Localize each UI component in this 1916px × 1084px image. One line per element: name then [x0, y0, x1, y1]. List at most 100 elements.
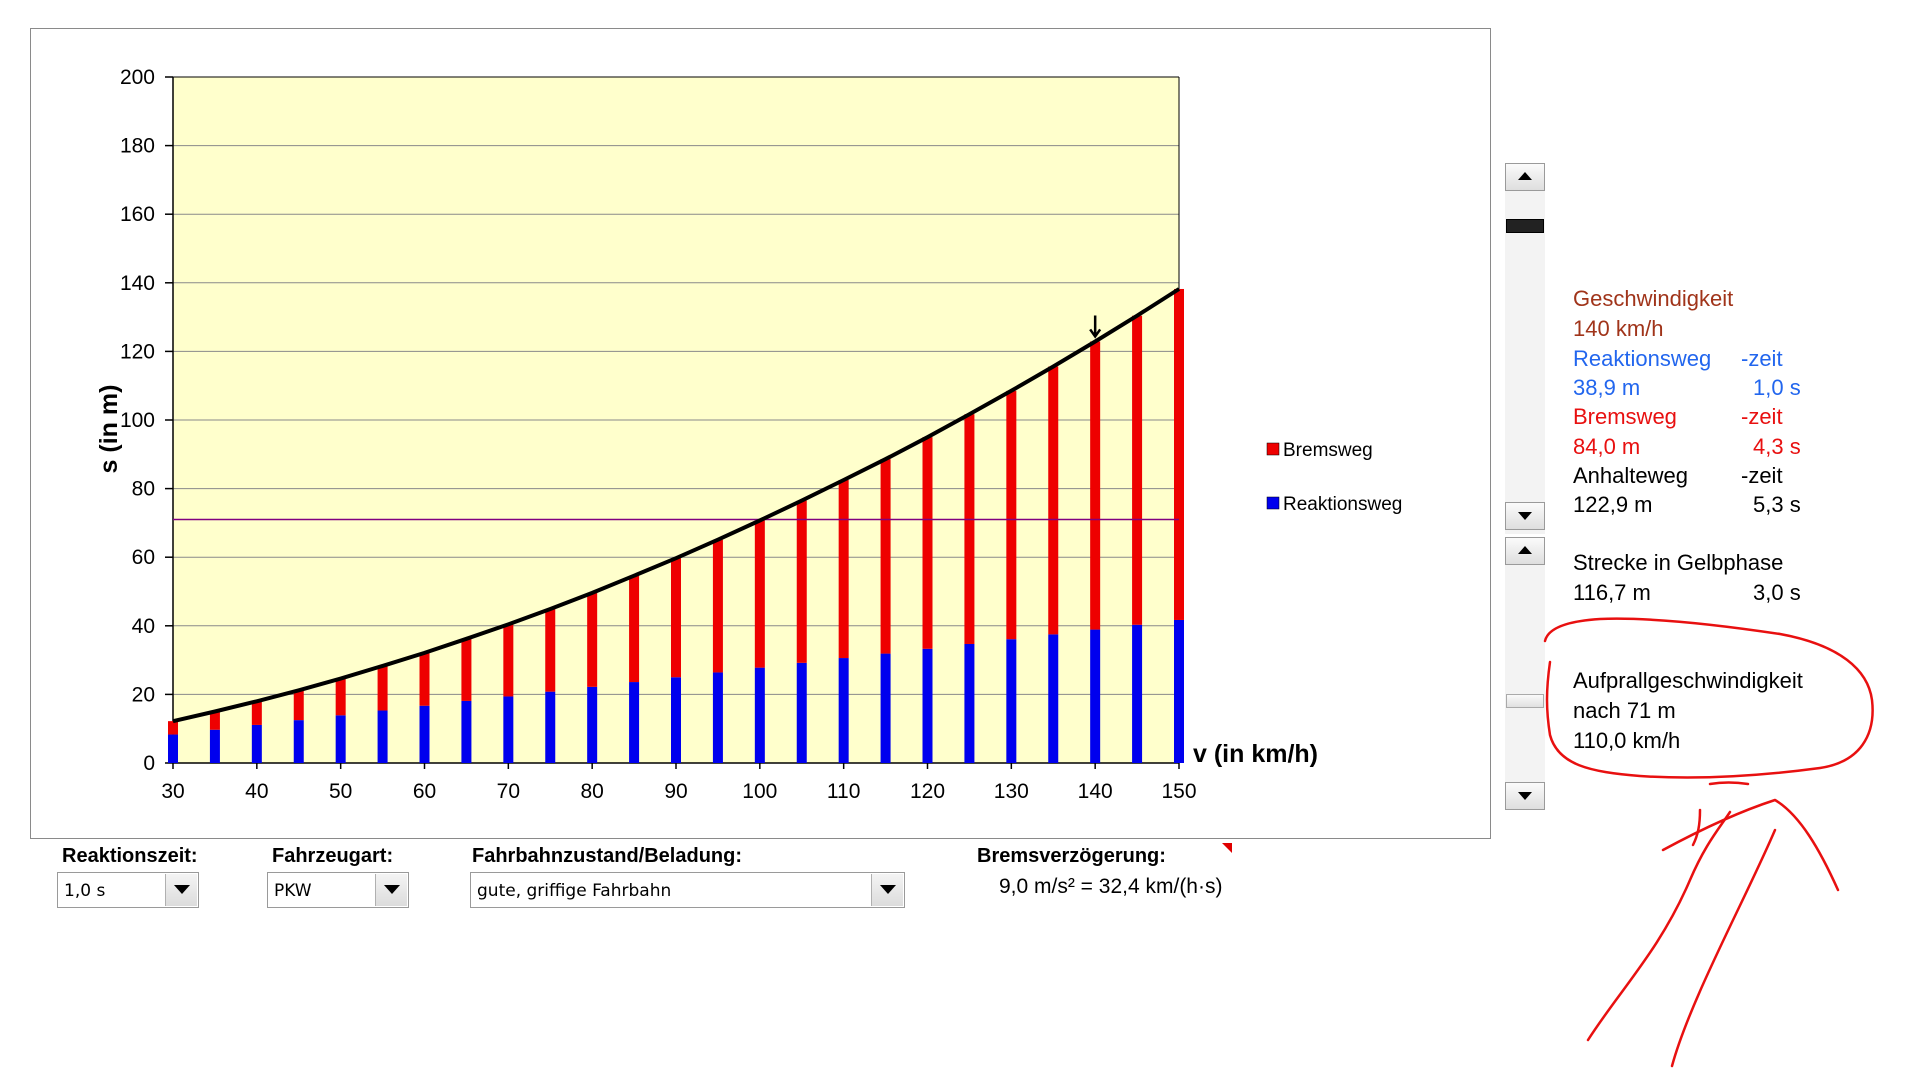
y-tick-label: 160 — [120, 203, 155, 226]
vehicle-dropdown[interactable]: PKW — [267, 872, 409, 908]
chart-area: 0 20 40 60 80 100 120 140 160 180 200 30 40 50 60 70 80 9… — [30, 28, 1491, 839]
distance-scroll-thumb[interactable] — [1506, 694, 1544, 708]
impact-speed-value: 110,0 km/h — [1573, 728, 1681, 753]
bar-bremsweg — [922, 437, 933, 649]
bar-reaktionsweg — [1048, 634, 1059, 763]
chevron-down-icon — [880, 885, 896, 894]
deceleration-label: Bremsverzögerung: — [977, 845, 1166, 867]
stop-label: Anhalteweg — [1573, 463, 1688, 488]
vehicle-dropdown-button[interactable] — [375, 874, 407, 906]
vehicle-label: Fahrzeugart: — [272, 845, 394, 867]
legend-swatch — [1266, 442, 1280, 456]
speed-value: 140 km/h — [1573, 316, 1664, 341]
stop-distance-value: 122,9 m — [1573, 492, 1653, 517]
bar-reaktionsweg — [671, 677, 681, 763]
bar-reaktionsweg — [964, 643, 975, 763]
bar-bremsweg — [293, 690, 304, 721]
bar-bremsweg — [671, 558, 681, 678]
bar-bremsweg — [251, 701, 262, 725]
x-tick-label: 100 — [742, 780, 777, 803]
bar-reaktionsweg — [461, 700, 472, 763]
bar-bremsweg — [587, 592, 598, 687]
distance-scroll-down-button[interactable] — [1505, 782, 1545, 810]
reaction-label: Reaktionsweg — [1573, 346, 1712, 371]
road-condition-dropdown[interactable]: gute, griffige Fahrbahn — [470, 872, 905, 908]
bar-bremsweg — [209, 711, 220, 730]
x-axis-title: v (in km/h) — [1193, 740, 1318, 768]
x-tick-label: 50 — [329, 780, 352, 803]
stop-time-header: -zeit — [1741, 463, 1783, 488]
brake-time-header: -zeit — [1741, 404, 1783, 429]
current-speed-arrow-icon — [1089, 315, 1102, 339]
distance-scroll-up-button[interactable] — [1505, 537, 1545, 565]
vehicle-value: PKW — [274, 881, 312, 901]
y-tick-label: 20 — [132, 683, 155, 706]
road-condition-value: gute, griffige Fahrbahn — [477, 881, 672, 901]
braking-distance-chart: 0 20 40 60 80 100 120 140 160 180 200 30 40 50 60 70 80 9… — [95, 66, 1402, 803]
speed-scroll-thumb[interactable] — [1506, 219, 1544, 233]
speed-scroll-up-button[interactable] — [1505, 163, 1545, 191]
x-tick-label: 90 — [664, 780, 687, 803]
chevron-down-icon — [174, 885, 190, 894]
speed-scroll-down-button[interactable] — [1505, 502, 1545, 530]
stop-time-value: 5,3 s — [1753, 492, 1801, 517]
bar-reaktionsweg — [209, 729, 220, 763]
arrow-down-icon — [1518, 512, 1532, 520]
reaction-time-dropdown-button[interactable] — [165, 874, 197, 906]
brake-time-value: 4,3 s — [1753, 434, 1801, 459]
impact-speed-label: Aufprallgeschwindigkeit — [1573, 668, 1803, 693]
yellow-phase-time: 3,0 s — [1753, 580, 1801, 605]
bar-bremsweg — [503, 624, 514, 697]
bar-bremsweg — [461, 638, 472, 701]
y-tick-label: 40 — [132, 615, 155, 638]
reaction-time-label: Reaktionszeit: — [62, 845, 198, 867]
y-tick-label: 180 — [120, 135, 155, 158]
annotation-arrow-left — [1586, 808, 1732, 1042]
reaction-time-value: 1,0 s — [64, 881, 106, 901]
bar-reaktionsweg — [377, 710, 388, 763]
reaction-time-header: -zeit — [1741, 346, 1783, 371]
y-tick-label: 200 — [120, 66, 155, 89]
bar-bremsweg — [754, 520, 765, 668]
bar-bremsweg — [796, 500, 807, 663]
y-tick-label: 140 — [120, 272, 155, 295]
comment-indicator-icon[interactable] — [1222, 843, 1232, 853]
y-tick-label: 100 — [120, 409, 155, 432]
bar-reaktionsweg — [1132, 624, 1143, 763]
brake-label: Bremsweg — [1573, 404, 1677, 429]
bar-reaktionsweg — [545, 691, 556, 763]
x-tick-label: 80 — [580, 780, 603, 803]
bar-reaktionsweg — [838, 658, 849, 763]
distance-scrollbar-track[interactable] — [1505, 537, 1545, 810]
road-condition-dropdown-button[interactable] — [871, 874, 903, 906]
x-tick-label: 140 — [1078, 780, 1113, 803]
bar-bremsweg — [880, 459, 891, 654]
x-tick-label: 60 — [413, 780, 436, 803]
bar-bremsweg — [629, 575, 640, 683]
bar-bremsweg — [377, 665, 388, 711]
bar-bremsweg — [419, 652, 430, 706]
bar-bremsweg — [712, 539, 723, 673]
reaction-time-value: 1,0 s — [1753, 375, 1801, 400]
y-tick-label: 60 — [132, 546, 155, 569]
bar-bremsweg — [545, 608, 556, 692]
arrow-down-icon — [1518, 792, 1532, 800]
arrow-up-icon — [1518, 172, 1532, 180]
bar-reaktionsweg — [587, 686, 598, 763]
bar-reaktionsweg — [293, 720, 304, 763]
reaction-distance-value: 38,9 m — [1573, 375, 1641, 400]
y-tick-label: 0 — [143, 752, 155, 775]
y-tick-label: 80 — [132, 478, 155, 501]
y-tick-label: 120 — [120, 340, 155, 363]
bar-reaktionsweg — [251, 724, 262, 763]
x-tick-label: 110 — [827, 780, 860, 803]
bar-reaktionsweg — [335, 715, 346, 763]
road-condition-label: Fahrbahnzustand/Beladung: — [472, 845, 742, 867]
bar-reaktionsweg — [1174, 619, 1184, 763]
chevron-down-icon — [384, 885, 400, 894]
bar-bremsweg — [1006, 390, 1017, 640]
stopping-distance-curve — [172, 287, 1181, 724]
x-tick-label: 30 — [161, 780, 184, 803]
reaction-time-dropdown[interactable]: 1,0 s — [57, 872, 199, 908]
x-tick-label: 150 — [1161, 780, 1196, 803]
